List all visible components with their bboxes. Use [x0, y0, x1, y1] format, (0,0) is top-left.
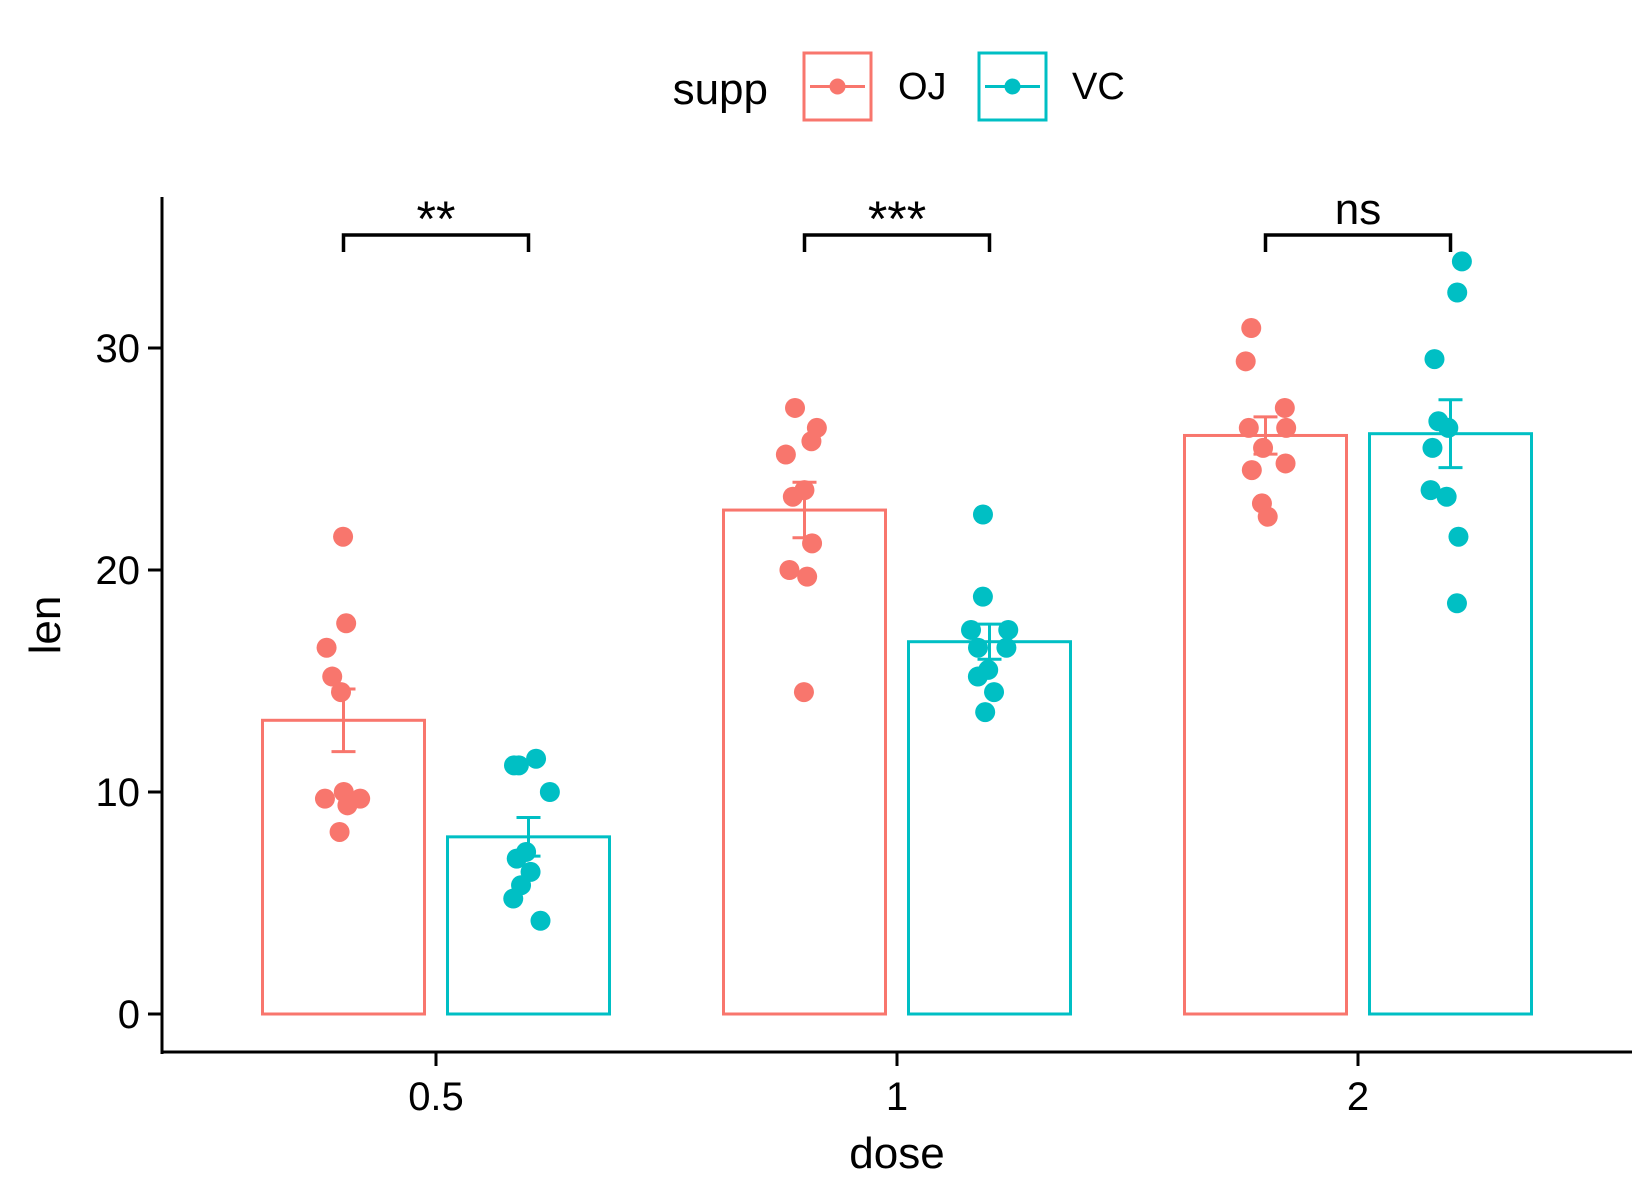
legend-label-vc: VC: [1072, 66, 1125, 108]
point-oj-1: [797, 566, 818, 587]
legend: supp OJ VC: [673, 51, 1125, 122]
axes: 0 10 20 30 0.5 1 2: [96, 197, 1632, 1119]
bar-oj-0: [261, 718, 426, 1016]
point-vc-0: [503, 888, 524, 909]
point-vc-1: [972, 586, 993, 607]
point-vc-1: [968, 637, 989, 658]
point-oj-0: [331, 682, 352, 703]
point-vc-1: [975, 702, 996, 723]
point-oj-0: [336, 613, 357, 634]
significance-bracket: [341, 233, 531, 252]
point-oj-2: [1257, 506, 1278, 527]
y-tick-label: 10: [96, 771, 141, 815]
point-oj-2: [1275, 453, 1296, 474]
point-vc-2: [1447, 282, 1468, 303]
significance-bracket: [1263, 233, 1453, 252]
x-ticks: 0.5 1 2: [408, 1052, 1369, 1119]
point-oj-2: [1276, 417, 1297, 438]
x-axis-title: dose: [849, 1129, 944, 1178]
x-tick-label: 1: [886, 1075, 908, 1119]
point-vc-1: [998, 619, 1019, 640]
point-oj-0: [314, 788, 335, 809]
y-tick-label: 0: [118, 993, 140, 1037]
point-oj-1: [779, 560, 800, 580]
point-oj-2: [1241, 460, 1262, 481]
point-vc-2: [1438, 417, 1459, 438]
point-vc-0: [526, 748, 547, 769]
legend-key-oj: [802, 51, 873, 122]
y-ticks: 0 10 20 30: [96, 327, 162, 1037]
point-oj-2: [1235, 351, 1256, 372]
point-vc-0: [506, 848, 527, 869]
point-vc-2: [1448, 526, 1469, 547]
point-vc-0: [530, 910, 551, 931]
y-axis-title: len: [21, 596, 70, 655]
significance-bracket: [802, 233, 992, 252]
legend-key-vc: [977, 51, 1048, 122]
point-vc-2: [1451, 251, 1472, 272]
point-vc-2: [1420, 480, 1441, 501]
point-oj-2: [1274, 397, 1295, 418]
point-vc-1: [967, 666, 988, 687]
point-oj-1: [775, 444, 796, 465]
point-vc-2: [1436, 486, 1457, 507]
point-oj-1: [793, 682, 814, 703]
y-tick-label: 30: [96, 327, 141, 371]
point-oj-1: [801, 431, 822, 452]
significance-annotations: ** *** ns: [341, 185, 1453, 252]
point-oj-0: [329, 821, 350, 842]
point-oj-1: [782, 486, 803, 507]
point-vc-1: [961, 619, 982, 640]
point-vc-1: [972, 504, 993, 525]
point-vc-2: [1422, 437, 1443, 458]
point-oj-1: [785, 397, 806, 418]
point-oj-0: [337, 795, 358, 816]
bars: [261, 432, 1533, 1016]
point-vc-2: [1446, 593, 1467, 614]
point-vc-1: [996, 637, 1017, 658]
x-tick-label: 2: [1347, 1075, 1369, 1119]
point-vc-1: [984, 682, 1005, 703]
point-vc-0: [503, 755, 524, 776]
significance-label: ns: [1335, 185, 1381, 234]
significance-label: ***: [868, 191, 926, 247]
point-oj-2: [1253, 437, 1274, 458]
x-tick-label: 0.5: [408, 1075, 464, 1119]
bar-vc-2: [1368, 432, 1533, 1016]
legend-label-oj: OJ: [898, 66, 947, 108]
legend-key-vc-dot: [1004, 78, 1021, 95]
point-vc-0: [539, 782, 560, 802]
point-oj-0: [322, 666, 343, 687]
point-vc-2: [1424, 349, 1445, 370]
significance-label: **: [417, 191, 456, 247]
point-oj-2: [1238, 417, 1259, 438]
y-tick-label: 20: [96, 549, 141, 593]
point-oj-0: [333, 526, 354, 547]
legend-key-oj-dot: [829, 78, 846, 95]
data-points: [314, 251, 1472, 931]
point-oj-0: [316, 637, 337, 658]
point-oj-2: [1241, 318, 1262, 339]
point-oj-1: [802, 533, 823, 554]
legend-title: supp: [673, 65, 768, 114]
